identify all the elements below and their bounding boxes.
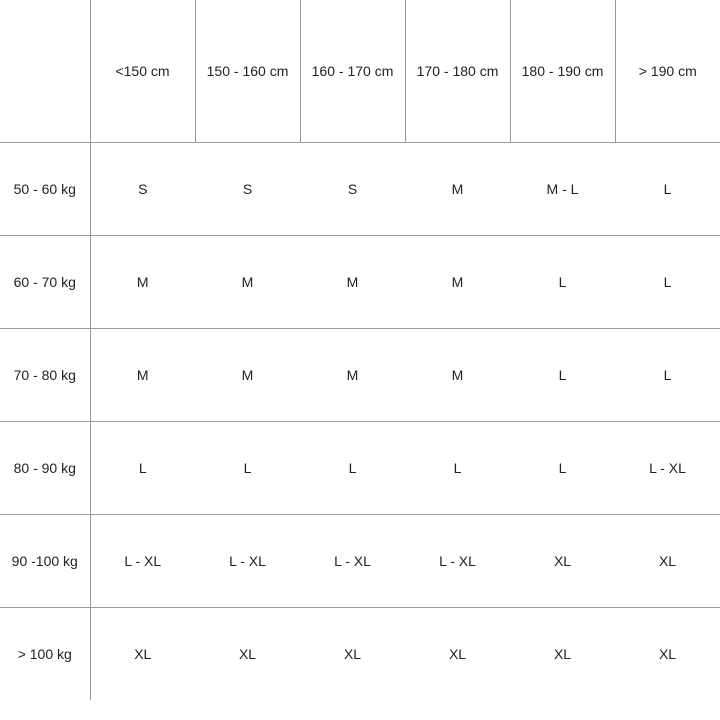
size-cell: M [300, 236, 405, 329]
size-cell: L [510, 422, 615, 515]
size-cell: L [615, 236, 720, 329]
size-cell: L [615, 143, 720, 236]
size-cell: L - XL [300, 515, 405, 608]
table-row: 90 -100 kg L - XL L - XL L - XL L - XL X… [0, 515, 720, 608]
header-row: <150 cm 150 - 160 cm 160 - 170 cm 170 - … [0, 0, 720, 143]
size-cell: L - XL [90, 515, 195, 608]
size-cell: XL [510, 608, 615, 701]
size-cell: XL [615, 515, 720, 608]
size-cell: XL [195, 608, 300, 701]
col-header: 160 - 170 cm [300, 0, 405, 143]
size-cell: L [510, 236, 615, 329]
size-cell: XL [615, 608, 720, 701]
col-header: 150 - 160 cm [195, 0, 300, 143]
size-cell: M [405, 236, 510, 329]
size-cell: L - XL [405, 515, 510, 608]
size-cell: L [90, 422, 195, 515]
table-row: 80 - 90 kg L L L L L L - XL [0, 422, 720, 515]
size-cell: M [300, 329, 405, 422]
size-cell: L - XL [195, 515, 300, 608]
size-cell: M [405, 143, 510, 236]
row-header: 70 - 80 kg [0, 329, 90, 422]
table-row: > 100 kg XL XL XL XL XL XL [0, 608, 720, 701]
size-cell: M [405, 329, 510, 422]
col-header: <150 cm [90, 0, 195, 143]
col-header: 180 - 190 cm [510, 0, 615, 143]
size-cell: L [615, 329, 720, 422]
size-cell: L [195, 422, 300, 515]
table-row: 70 - 80 kg M M M M L L [0, 329, 720, 422]
size-cell: M - L [510, 143, 615, 236]
size-cell: M [195, 329, 300, 422]
row-header: 90 -100 kg [0, 515, 90, 608]
size-cell: L [510, 329, 615, 422]
size-cell: L [405, 422, 510, 515]
size-chart-table: <150 cm 150 - 160 cm 160 - 170 cm 170 - … [0, 0, 720, 700]
size-cell: M [90, 329, 195, 422]
size-cell: S [90, 143, 195, 236]
row-header: 60 - 70 kg [0, 236, 90, 329]
size-cell: XL [300, 608, 405, 701]
corner-cell [0, 0, 90, 143]
row-header: 80 - 90 kg [0, 422, 90, 515]
size-cell: L [300, 422, 405, 515]
size-cell: S [195, 143, 300, 236]
table-row: 50 - 60 kg S S S M M - L L [0, 143, 720, 236]
size-cell: XL [405, 608, 510, 701]
size-cell: XL [510, 515, 615, 608]
table-row: 60 - 70 kg M M M M L L [0, 236, 720, 329]
row-header: 50 - 60 kg [0, 143, 90, 236]
row-header: > 100 kg [0, 608, 90, 701]
size-cell: XL [90, 608, 195, 701]
size-cell: M [195, 236, 300, 329]
size-cell: M [90, 236, 195, 329]
size-cell: L - XL [615, 422, 720, 515]
col-header: 170 - 180 cm [405, 0, 510, 143]
col-header: > 190 cm [615, 0, 720, 143]
size-cell: S [300, 143, 405, 236]
